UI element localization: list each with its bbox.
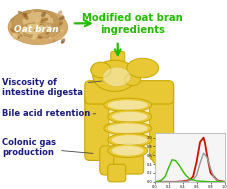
Ellipse shape [37,36,42,39]
Ellipse shape [31,11,34,13]
FancyBboxPatch shape [113,155,143,174]
Ellipse shape [25,12,27,16]
Text: Viscosity of
intestine digesta: Viscosity of intestine digesta [2,78,101,97]
Ellipse shape [58,10,62,15]
Ellipse shape [41,18,43,19]
Ellipse shape [20,22,60,38]
Ellipse shape [103,98,151,112]
Ellipse shape [40,19,43,23]
Ellipse shape [60,15,63,17]
Ellipse shape [49,37,51,39]
Ellipse shape [52,39,55,43]
Ellipse shape [33,34,38,38]
Ellipse shape [55,27,57,29]
Ellipse shape [10,18,15,22]
Text: Modified oat bran
ingredients: Modified oat bran ingredients [82,13,182,35]
Ellipse shape [132,64,152,76]
Ellipse shape [60,29,63,32]
Ellipse shape [59,16,64,20]
FancyBboxPatch shape [84,92,108,160]
Ellipse shape [58,24,62,26]
Ellipse shape [41,12,46,17]
FancyBboxPatch shape [99,146,123,175]
Ellipse shape [61,38,65,44]
Ellipse shape [45,32,49,34]
Ellipse shape [29,35,32,39]
Ellipse shape [22,13,27,17]
Ellipse shape [30,36,36,40]
Ellipse shape [90,62,110,78]
Ellipse shape [44,19,48,21]
Ellipse shape [42,18,48,22]
Text: Bile acid retention: Bile acid retention [2,109,95,118]
Ellipse shape [8,10,68,45]
Ellipse shape [37,21,40,27]
Ellipse shape [107,133,151,147]
Ellipse shape [48,25,51,31]
Ellipse shape [25,24,28,27]
Ellipse shape [12,38,16,40]
Ellipse shape [126,58,158,78]
Ellipse shape [12,10,60,37]
Ellipse shape [17,11,22,14]
Ellipse shape [24,15,29,20]
Ellipse shape [111,112,147,122]
Ellipse shape [107,110,151,123]
Ellipse shape [102,67,130,87]
Text: Colonic gas
production: Colonic gas production [2,138,93,157]
Ellipse shape [107,100,147,110]
Ellipse shape [18,36,20,39]
Ellipse shape [38,40,41,45]
Ellipse shape [33,29,35,31]
Ellipse shape [22,23,46,35]
Ellipse shape [61,41,64,43]
Ellipse shape [92,60,136,91]
Ellipse shape [58,37,62,40]
Ellipse shape [151,150,171,165]
Ellipse shape [52,26,55,28]
Ellipse shape [103,122,151,135]
Ellipse shape [20,31,23,35]
Ellipse shape [22,12,54,31]
Ellipse shape [124,74,140,86]
Ellipse shape [40,16,42,18]
Ellipse shape [58,21,63,26]
Ellipse shape [39,24,42,25]
Ellipse shape [13,33,16,37]
Ellipse shape [99,86,155,163]
Ellipse shape [46,35,49,38]
Ellipse shape [107,144,147,157]
Ellipse shape [46,25,48,28]
Ellipse shape [20,33,23,37]
Ellipse shape [64,18,65,20]
FancyBboxPatch shape [149,83,173,160]
Ellipse shape [60,14,64,19]
Ellipse shape [111,135,147,145]
Ellipse shape [111,146,143,156]
Ellipse shape [11,26,16,31]
Ellipse shape [10,28,16,33]
FancyBboxPatch shape [84,81,173,104]
Ellipse shape [35,20,39,26]
Ellipse shape [107,123,147,133]
Ellipse shape [14,34,17,38]
Ellipse shape [50,15,52,18]
FancyBboxPatch shape [110,52,124,73]
Text: Oat bran: Oat bran [14,25,58,34]
FancyBboxPatch shape [107,164,125,182]
